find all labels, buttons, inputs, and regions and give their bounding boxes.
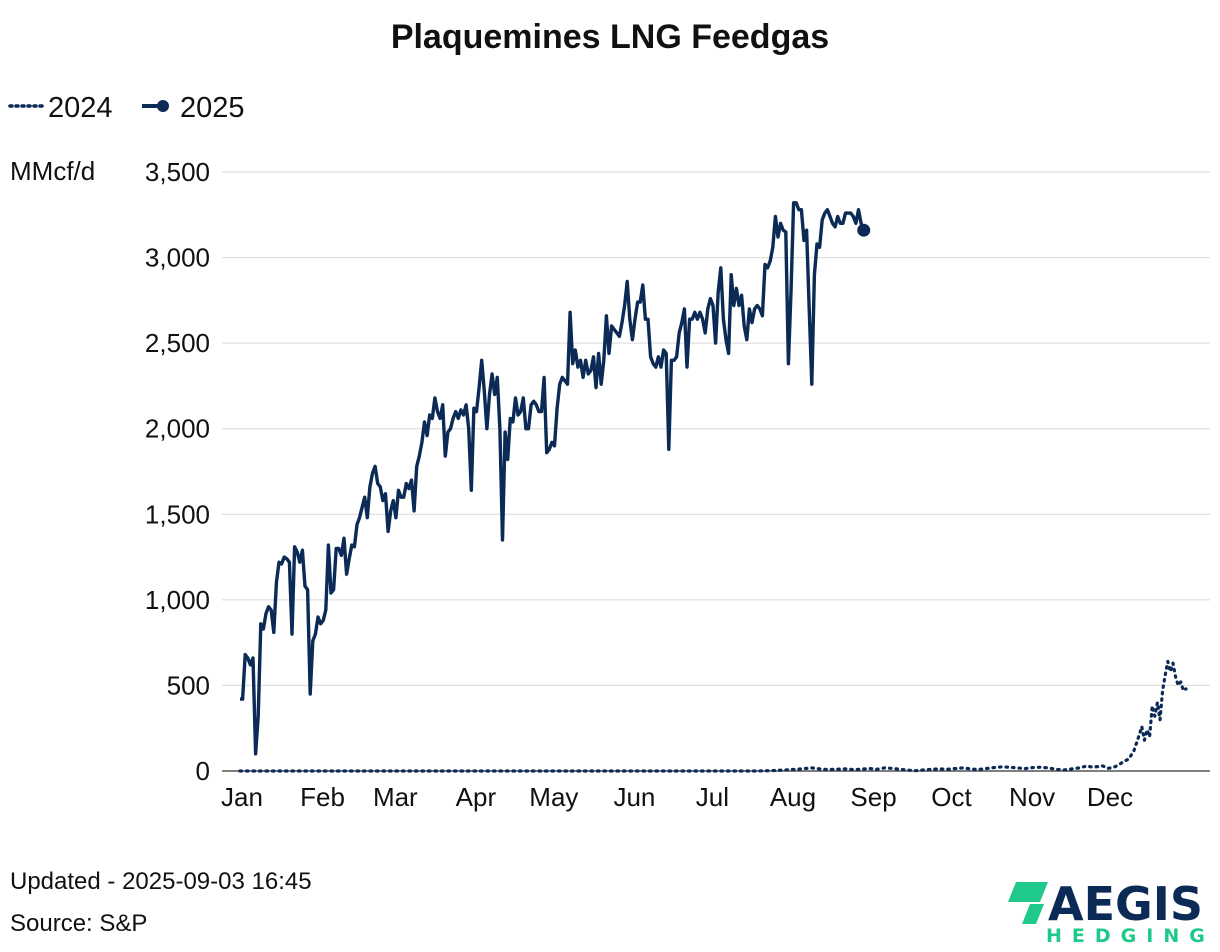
y-axis-unit-label: MMcf/d (10, 156, 95, 186)
series-line-2025 (240, 201, 866, 756)
y-tick-label: 3,500 (145, 157, 210, 187)
logo-subtext: HEDGING (1046, 925, 1215, 947)
legend-marker-2025 (157, 100, 169, 112)
chart-title: Plaquemines LNG Feedgas (391, 18, 829, 56)
x-axis-ticks: Jan Feb Mar Apr May Jun Jul Aug Sep Oct Nov Dec (221, 782, 1133, 812)
legend: 2024 2025 (8, 92, 245, 124)
x-tick-label: Nov (1009, 782, 1055, 812)
y-tick-label: 0 (196, 756, 210, 786)
x-tick-label: Sep (850, 782, 896, 812)
series-end-marker-2025 (857, 223, 871, 237)
y-tick-label: 2,000 (145, 414, 210, 444)
source-note: Source: S&P (10, 910, 147, 937)
x-tick-label: Apr (456, 782, 497, 812)
series-line-2024 (238, 659, 1188, 773)
y-tick-label: 1,000 (145, 585, 210, 615)
gridlines (222, 171, 1210, 772)
legend-item-2024: 2024 (8, 92, 113, 124)
legend-label-2024: 2024 (48, 92, 113, 124)
x-tick-label: Jun (613, 782, 655, 812)
x-tick-label: Aug (770, 782, 816, 812)
x-tick-label: Oct (931, 782, 972, 812)
series-layer (238, 201, 1188, 773)
x-tick-label: Dec (1087, 782, 1133, 812)
y-tick-label: 1,500 (145, 499, 210, 529)
x-tick-label: Jul (696, 782, 729, 812)
logo-wordmark: AEGIS (1048, 877, 1203, 931)
x-tick-label: Jan (221, 782, 263, 812)
logo-mark-icon (1008, 882, 1048, 924)
legend-label-2025: 2025 (180, 92, 245, 124)
x-tick-label: May (529, 782, 578, 812)
y-axis-ticks: 0 500 1,000 1,500 2,000 2,500 3,000 3,500 (145, 157, 210, 786)
y-tick-label: 2,500 (145, 328, 210, 358)
aegis-hedging-logo: AEGIS HEDGING (1008, 877, 1215, 947)
updated-timestamp: Updated - 2025-09-03 16:45 (10, 868, 312, 895)
x-tick-label: Feb (300, 782, 345, 812)
y-tick-label: 3,000 (145, 243, 210, 273)
x-tick-label: Mar (373, 782, 418, 812)
legend-item-2025: 2025 (142, 92, 245, 124)
y-tick-label: 500 (167, 670, 210, 700)
